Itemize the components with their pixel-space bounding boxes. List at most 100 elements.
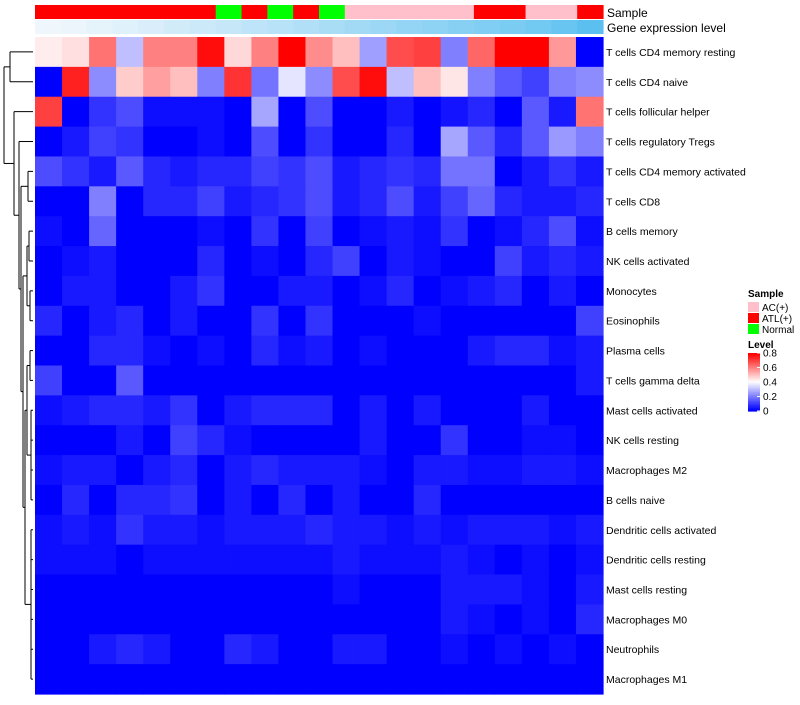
heatmap-cell — [170, 425, 198, 456]
level-gradient-step — [748, 360, 760, 363]
heatmap-cell — [494, 216, 523, 247]
heatmap-cell — [278, 186, 307, 217]
level-gradient-step — [748, 402, 760, 405]
row-label: Eosinophils — [606, 316, 660, 328]
heatmap-cell — [62, 574, 90, 606]
heatmap-cell — [278, 395, 307, 426]
heatmap-cell — [359, 66, 388, 98]
heatmap-cell — [197, 395, 225, 426]
heatmap-cell — [359, 216, 388, 247]
heatmap-cell — [386, 425, 415, 456]
heatmap-cell — [332, 156, 361, 187]
heatmap-cell — [494, 246, 523, 277]
heatmap-cell — [278, 126, 307, 158]
heatmap-cell — [359, 455, 388, 486]
heatmap-cell — [332, 96, 361, 128]
heatmap-cell — [575, 186, 604, 217]
heatmap-cell — [440, 365, 469, 396]
heatmap-cell — [440, 305, 469, 337]
heatmap-cell — [467, 484, 496, 516]
sample-legend-swatch — [748, 313, 759, 323]
heatmap-cell — [170, 246, 198, 277]
row-label: T cells CD4 memory resting — [606, 47, 735, 59]
level-gradient-step — [748, 395, 760, 398]
heatmap-cell — [35, 37, 63, 68]
heatmap-cell — [359, 275, 388, 307]
heatmap-cell — [197, 514, 225, 546]
heatmap-cell — [413, 96, 442, 128]
expression-annotation-cell — [86, 20, 114, 34]
heatmap-cell — [386, 455, 415, 486]
heatmap-cell — [251, 664, 280, 695]
heatmap-cell — [386, 514, 415, 546]
heatmap-cell — [440, 455, 469, 486]
heatmap-cell — [62, 275, 90, 307]
level-tick-label: 0.6 — [763, 363, 777, 374]
heatmap-cell — [440, 604, 469, 635]
heatmap-cell — [116, 574, 144, 606]
level-gradient-step — [748, 393, 760, 396]
expression-annotation-cell — [138, 20, 165, 34]
heatmap-cell — [359, 425, 388, 456]
heatmap-cell — [89, 335, 117, 367]
heatmap-cell — [170, 275, 198, 307]
heatmap-cell — [116, 305, 144, 337]
heatmap-cell — [116, 365, 144, 396]
heatmap-cell — [251, 66, 280, 98]
heatmap-cell — [548, 544, 577, 576]
heatmap-cell — [35, 246, 63, 277]
heatmap-cell — [62, 514, 90, 546]
heatmap-cell — [89, 455, 117, 486]
heatmap-cell — [521, 664, 550, 695]
heatmap-cell — [548, 365, 577, 396]
heatmap-cell — [548, 216, 577, 247]
sample-legend-label: ATL(+) — [762, 314, 792, 325]
heatmap-cell — [467, 126, 496, 158]
heatmap-cell — [197, 37, 225, 68]
heatmap-cell — [548, 246, 577, 277]
heatmap-cell — [116, 335, 144, 367]
heatmap-cell — [197, 634, 225, 665]
heatmap-cell — [494, 604, 523, 635]
heatmap-cell — [197, 156, 225, 187]
row-label: Neutrophils — [606, 644, 659, 656]
heatmap-cell — [440, 96, 469, 128]
heatmap-cell — [35, 335, 63, 367]
heatmap-cell — [251, 216, 280, 247]
heatmap-cell — [89, 365, 117, 396]
heatmap-cell — [305, 186, 334, 217]
level-gradient-step — [748, 353, 760, 356]
heatmap-cell — [359, 664, 388, 695]
heatmap-cell — [521, 365, 550, 396]
heatmap-cell — [251, 365, 280, 396]
heatmap-cell — [278, 544, 307, 576]
heatmap-cell — [251, 574, 280, 606]
heatmap-cell — [332, 126, 361, 158]
heatmap-cell — [467, 425, 496, 456]
level-gradient-step — [748, 379, 760, 382]
heatmap-cell — [197, 335, 225, 367]
heatmap-cell — [521, 126, 550, 158]
row-label: B cells memory — [606, 226, 679, 238]
heatmap-cell — [35, 455, 63, 486]
heatmap-cell — [521, 544, 550, 576]
sample-annotation-cell — [189, 5, 217, 19]
heatmap-cell — [143, 96, 171, 128]
row-labels: T cells CD4 memory resting T cells CD4 na… — [606, 47, 746, 686]
level-gradient-step — [748, 367, 760, 370]
heatmap-cell — [224, 365, 252, 396]
heatmap-cell — [413, 365, 442, 396]
heatmap-cell — [575, 275, 604, 307]
heatmap-cell — [170, 365, 198, 396]
heatmap-cell — [251, 425, 280, 456]
heatmap-cell — [170, 156, 198, 187]
heatmap-cell — [116, 514, 144, 546]
heatmap-cell — [332, 246, 361, 277]
heatmap-cell — [170, 484, 198, 516]
sample-annotation-cell — [344, 5, 372, 19]
heatmap-cell — [62, 484, 90, 516]
heatmap-cell — [386, 604, 415, 635]
heatmap-cell — [548, 335, 577, 367]
heatmap-cell — [35, 156, 63, 187]
